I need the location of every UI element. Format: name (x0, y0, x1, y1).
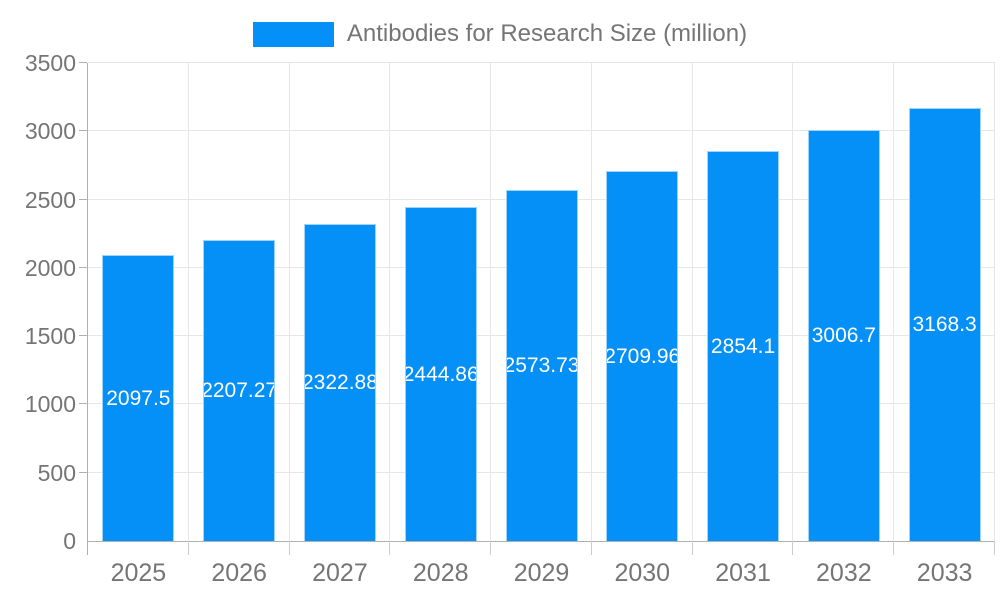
y-axis-tick (79, 198, 87, 200)
bar-value-label: 2854.1 (710, 334, 776, 358)
y-axis-tick (79, 471, 87, 473)
x-gridline (691, 63, 693, 541)
plot-area: 2097.5 2207.27 2322.88 2444.86 2573.73 2709.9… (79, 62, 995, 555)
bar-value-label: 2097.5 (106, 386, 171, 410)
x-gridline (389, 63, 391, 541)
bar-2028[interactable]: 2444.86 (404, 207, 477, 541)
x-axis-label-2027: 2027 (312, 559, 368, 587)
x-axis-tick (87, 541, 88, 555)
x-axis-tick (590, 541, 592, 555)
bar-value-label: 3168.3 (912, 313, 977, 336)
y-axis-label: 1500 (24, 323, 76, 350)
x-axis-tick (187, 541, 189, 555)
y-axis-label: 3000 (24, 118, 76, 145)
y-axis-label: 2000 (24, 254, 76, 281)
bar-value-label: 2207.27 (203, 379, 276, 402)
y-axis-label: 0 (63, 528, 76, 554)
bar-2033[interactable]: 3168.3 (908, 108, 981, 541)
y-axis-label: 3500 (24, 50, 76, 76)
x-gridline (288, 63, 290, 541)
x-gridline (590, 63, 592, 541)
y-axis-tick (79, 335, 87, 337)
x-axis-baseline (87, 541, 995, 542)
bar-2029[interactable]: 2573.73 (505, 190, 578, 541)
x-axis-label-2031: 2031 (715, 559, 771, 587)
x-axis-label-2026: 2026 (211, 559, 267, 587)
bar-value-label: 2573.73 (505, 354, 578, 377)
x-axis-tick (288, 541, 290, 555)
y-axis-tick (79, 403, 87, 405)
x-axis-tick (490, 541, 492, 555)
bar-2031[interactable]: 2854.1 (707, 151, 780, 541)
y-axis-tick (79, 62, 87, 63)
y-axis-label: 500 (37, 459, 76, 486)
bar-2030[interactable]: 2709.96 (606, 171, 679, 541)
x-axis-label-2028: 2028 (412, 559, 469, 587)
y-gridline (88, 130, 995, 132)
bar-2027[interactable]: 2322.88 (303, 224, 376, 541)
y-gridline (88, 62, 995, 63)
x-axis-tick (792, 541, 794, 555)
y-axis-tick (79, 130, 87, 132)
y-axis-line (87, 63, 88, 541)
legend-label: Antibodies for Research Size (million) (346, 20, 748, 47)
bar-value-label: 2709.96 (606, 344, 679, 368)
bar-2025[interactable]: 2097.5 (102, 255, 175, 541)
y-axis-label: 1000 (24, 391, 76, 418)
x-axis-tick (994, 541, 995, 555)
bar-value-label: 2322.88 (303, 371, 376, 394)
y-axis-label: 2500 (24, 186, 76, 213)
legend-swatch-icon (252, 21, 334, 47)
x-gridline (792, 63, 794, 541)
x-axis-tick (893, 541, 895, 555)
x-gridline (490, 63, 492, 541)
bar-2026[interactable]: 2207.27 (203, 240, 276, 541)
chart-legend: Antibodies for Research Size (million) (0, 20, 1000, 48)
x-axis-tick (389, 541, 391, 555)
bar-value-label: 2444.86 (404, 362, 477, 386)
x-axis-tick (691, 541, 693, 555)
bar-2032[interactable]: 3006.7 (807, 130, 880, 541)
x-gridline (187, 63, 189, 541)
x-axis-label-2033: 2033 (916, 559, 973, 587)
x-axis-label-2032: 2032 (816, 559, 872, 587)
x-axis-label-2030: 2030 (614, 559, 671, 587)
x-gridline (994, 63, 995, 541)
x-axis-label-2025: 2025 (110, 559, 167, 587)
x-axis-label-2029: 2029 (513, 559, 570, 587)
bar-value-label: 3006.7 (811, 324, 876, 347)
y-axis-tick (79, 266, 87, 268)
x-gridline (893, 63, 895, 541)
